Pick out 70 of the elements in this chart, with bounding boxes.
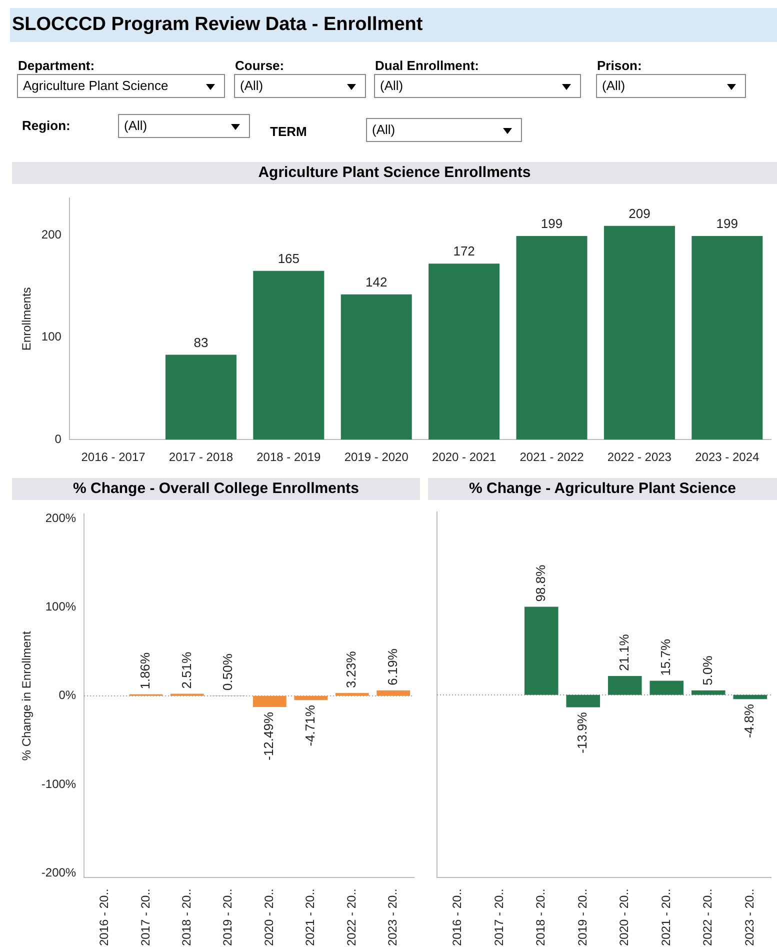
- dropdown-field: (All): [374, 74, 581, 98]
- x-tick-label: 2019 - 2020: [344, 450, 409, 464]
- x-tick-label: 2020 - 2021: [432, 450, 496, 464]
- x-tick-label: 2022 - 20..: [700, 888, 715, 946]
- dropdown-field: (All): [118, 114, 250, 138]
- data-label: 142: [366, 274, 388, 290]
- data-label: 3.23%: [344, 650, 359, 688]
- data-label: 6.19%: [384, 648, 400, 686]
- x-tick-label: 2018 - 20..: [180, 888, 194, 946]
- data-label: 98.8%: [532, 564, 548, 602]
- x-tick-label: 2018 - 20..: [534, 888, 548, 946]
- x-tick-label: 2023 - 2024: [695, 450, 760, 464]
- dropdown-field: Agriculture Plant Science: [17, 74, 225, 98]
- y-tick-label: 100: [41, 330, 62, 344]
- data-label: 2.51%: [178, 651, 194, 689]
- data-label: 199: [540, 216, 563, 232]
- x-tick-label: 2016 - 2017: [81, 450, 146, 464]
- data-label: 172: [453, 244, 475, 259]
- chart-title: % Change - Agriculture Plant Science: [428, 478, 777, 500]
- x-tick-label: 2016 - 20..: [450, 888, 464, 946]
- y-tick-label: 200: [41, 227, 62, 242]
- data-label: -4.8%: [742, 704, 757, 738]
- x-tick-label: 2017 - 2018: [168, 450, 234, 464]
- dropdown-field: (All): [366, 118, 522, 142]
- chart-title: Agriculture Plant Science Enrollments: [12, 162, 777, 184]
- x-tick-label: 2021 - 2022: [520, 450, 584, 464]
- x-tick-label: 2016 - 20..: [97, 888, 112, 946]
- data-label: 0.50%: [220, 653, 235, 690]
- data-label: 83: [194, 334, 208, 350]
- data-label: -4.71%: [302, 704, 318, 746]
- x-tick-label: 2022 - 2023: [607, 450, 672, 464]
- y-tick-label: -100%: [41, 776, 76, 791]
- y-tick-label: -200%: [41, 866, 76, 880]
- text: Prison:: [597, 58, 642, 73]
- dropdown-field: (All): [596, 74, 746, 98]
- data-label: -13.9%: [574, 712, 590, 754]
- x-tick-label: 2019 - 20..: [575, 888, 590, 946]
- x-tick-label: 2021 - 20..: [303, 888, 318, 946]
- data-label: 15.7%: [658, 638, 674, 676]
- text: Department:: [18, 58, 95, 73]
- y-tick-label: 0%: [58, 688, 76, 702]
- text: SLOCCCD Program Review Data - Enrollment: [10, 8, 777, 42]
- data-label: 21.1%: [616, 634, 632, 671]
- x-tick-label: 2017 - 20..: [492, 888, 506, 946]
- x-tick-label: 2019 - 20..: [220, 888, 235, 946]
- data-label: 199: [716, 216, 738, 232]
- data-label: 209: [628, 206, 650, 221]
- text: TERM: [270, 124, 307, 139]
- x-tick-label: 2017 - 20..: [138, 888, 152, 946]
- text: Dual Enrollment:: [375, 58, 480, 73]
- x-tick-label: 2018 - 2019: [256, 450, 322, 464]
- text: Region:: [22, 118, 70, 133]
- x-tick-label: 2020 - 20..: [617, 888, 632, 946]
- data-label: 165: [278, 250, 300, 266]
- x-tick-label: 2023 - 20..: [742, 888, 756, 946]
- x-tick-label: 2023 - 20..: [386, 888, 400, 946]
- x-tick-label: 2022 - 20..: [344, 888, 358, 946]
- data-label: 5.0%: [700, 655, 715, 686]
- y-axis-title: Enrollments: [20, 287, 34, 351]
- chart-title: % Change - Overall College Enrollments: [12, 478, 420, 500]
- y-tick-label: 200%: [45, 510, 76, 525]
- dropdown-field: (All): [234, 74, 366, 98]
- y-tick-label: 0: [54, 432, 62, 446]
- x-tick-label: 2020 - 20..: [262, 888, 276, 946]
- data-label: 1.86%: [138, 652, 153, 690]
- data-label: -12.49%: [261, 712, 276, 760]
- y-tick-label: 100%: [45, 600, 76, 614]
- text: Course:: [235, 58, 284, 73]
- y-axis-title: % Change in Enrollment: [20, 630, 34, 761]
- x-tick-label: 2021 - 20..: [658, 888, 673, 946]
